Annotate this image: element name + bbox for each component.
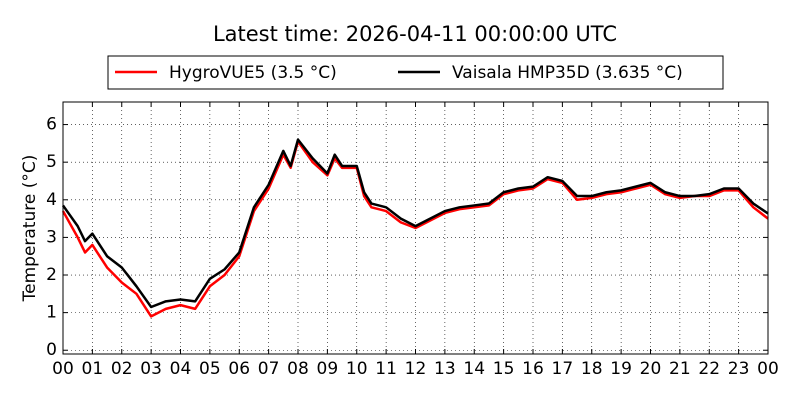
x-tick-label: 16 xyxy=(522,359,544,379)
series-line xyxy=(61,138,769,309)
y-tick-label: 5 xyxy=(46,152,57,172)
series-line xyxy=(61,140,769,318)
x-tick-label: 17 xyxy=(552,359,574,379)
x-tick-label: 00 xyxy=(52,359,74,379)
y-axis-label: Temperature (°C) xyxy=(20,155,40,303)
x-tick-label: 23 xyxy=(728,359,750,379)
x-tick-label: 05 xyxy=(199,359,221,379)
x-tick-label: 13 xyxy=(434,359,456,379)
y-tick-label: 2 xyxy=(46,265,57,285)
y-tick-label: 3 xyxy=(46,227,57,247)
y-tick-label: 4 xyxy=(46,190,57,210)
x-tick-label: 22 xyxy=(698,359,720,379)
x-tick-label: 12 xyxy=(405,359,427,379)
x-tick-label: 14 xyxy=(463,359,485,379)
x-tick-label: 01 xyxy=(82,359,104,379)
x-tick-label: 15 xyxy=(493,359,515,379)
x-tick-label: 10 xyxy=(346,359,368,379)
x-tick-label: 04 xyxy=(170,359,192,379)
legend-label: HygroVUE5 (3.5 °C) xyxy=(169,63,337,83)
x-tick-label: 06 xyxy=(228,359,250,379)
plot-frame xyxy=(62,101,769,355)
legend-label: Vaisala HMP35D (3.635 °C) xyxy=(452,63,683,83)
y-tick-label: 6 xyxy=(46,115,57,135)
y-tick-label: 0 xyxy=(46,340,57,360)
chart-title: Latest time: 2026-04-11 00:00:00 UTC xyxy=(213,22,617,46)
x-tick-label: 07 xyxy=(258,359,280,379)
x-tick-label: 02 xyxy=(111,359,133,379)
x-tick-label: 19 xyxy=(610,359,632,379)
x-tick-label: 08 xyxy=(287,359,309,379)
x-tick-label: 20 xyxy=(640,359,662,379)
x-tick-label: 21 xyxy=(669,359,691,379)
x-tick-label: 09 xyxy=(317,359,339,379)
x-tick-label: 00 xyxy=(757,359,779,379)
x-tick-label: 18 xyxy=(581,359,603,379)
y-tick-label: 1 xyxy=(46,303,57,323)
x-tick-label: 03 xyxy=(140,359,162,379)
x-tick-label: 11 xyxy=(375,359,397,379)
